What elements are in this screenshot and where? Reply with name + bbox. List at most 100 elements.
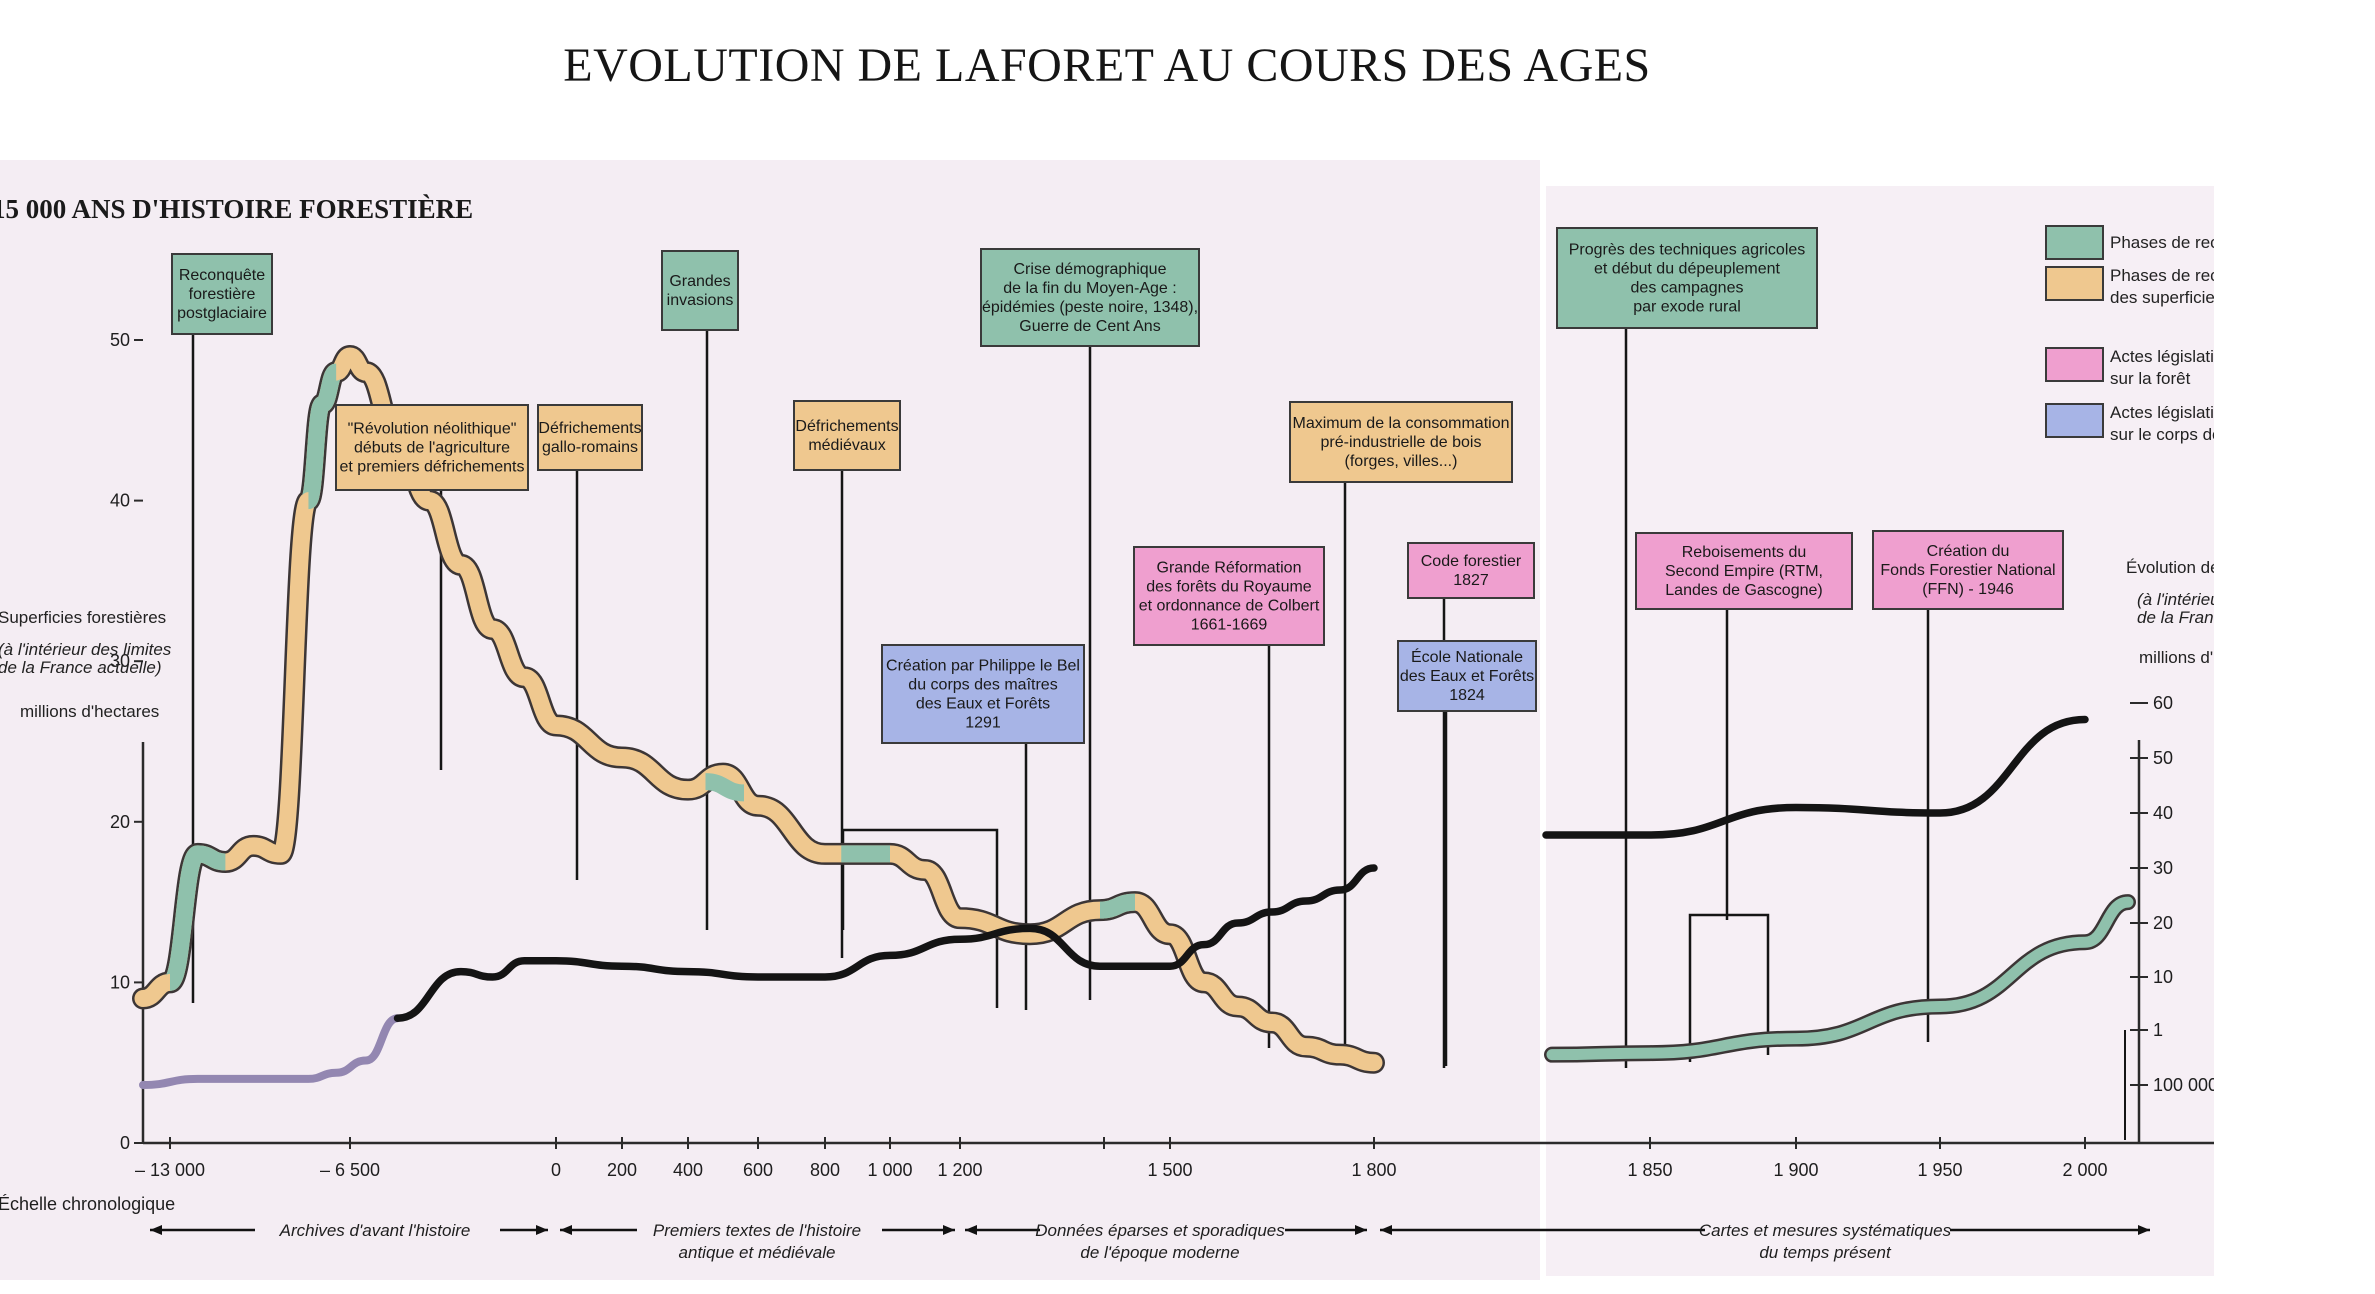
event-label: Création du <box>1927 543 2010 560</box>
event-box-1: Reconquête forestière postglaciaire <box>171 253 273 335</box>
left-axis-ticks: 0 10 20 30 40 50 <box>110 330 143 1153</box>
event-box-8: Grande Réformation des forêts du Royaume e… <box>1133 546 1325 646</box>
left-axis-tick-label: 40 <box>110 491 130 511</box>
right-axis-tick-label: 100 000 <box>2153 1075 2214 1095</box>
section-title: 15 000 ANS D'HISTOIRE FORESTIÈRE <box>0 194 473 224</box>
event-boxes: Reconquête forestière postglaciaire "Révolu… <box>171 227 2064 744</box>
forest-area-band-reconquete <box>164 845 226 991</box>
event-label: Second Empire (RTM, <box>1665 563 1823 580</box>
event-box-3: Défrichements gallo-romains <box>537 404 643 471</box>
event-box-background <box>1556 227 1818 329</box>
event-label: Crise démographique <box>1014 261 1167 278</box>
era-label: Cartes et mesures systématiques <box>1699 1221 1952 1240</box>
legend-swatch-pink <box>2045 347 2104 382</box>
era-label: du temps présent <box>1759 1243 1892 1262</box>
event-label: Guerre de Cent Ans <box>1019 318 1160 335</box>
x-axis-tick-label: – 13 000 <box>135 1160 205 1180</box>
x-axis-caption: Échelle chronologique <box>0 1194 175 1214</box>
era-label: Archives d'avant l'histoire <box>279 1221 471 1240</box>
right-axis-caption-line: (à l'intérieur des limites <box>2137 590 2214 609</box>
event-box-9: Maximum de la consommation pré-industriel… <box>1289 401 1513 483</box>
event-box-background <box>661 250 739 331</box>
event-label: du corps des maîtres <box>908 677 1057 694</box>
event-label: (forges, villes...) <box>1345 453 1458 470</box>
left-axis-caption-line: Superficies forestières <box>0 608 166 627</box>
legend-label: sur la forêt <box>2110 369 2191 388</box>
era-label: Données éparses et sporadiques <box>1035 1221 1285 1240</box>
event-box-6: Création par Philippe le Bel du corps des… <box>881 644 1085 744</box>
era-label: Premiers textes de l'histoire <box>653 1221 861 1240</box>
page-title: EVOLUTION DE LAFORET AU COURS DES AGES <box>563 39 1651 92</box>
era-arrow-head <box>1380 1225 1392 1235</box>
era-annotations: Archives d'avant l'histoire Premiers text… <box>150 1221 2150 1262</box>
event-box-background <box>1407 542 1535 599</box>
left-axis-tick-label: 20 <box>110 812 130 832</box>
era-label: antique et médiévale <box>679 1243 836 1262</box>
event-box-background <box>1289 401 1513 483</box>
x-axis-tick-label: 1 200 <box>937 1160 982 1180</box>
event-label: Code forestier <box>1421 553 1522 570</box>
event-box-background <box>335 404 529 491</box>
event-label: de la fin du Moyen-Age : <box>1003 280 1176 297</box>
x-axis-tick-label: 1 900 <box>1773 1160 1818 1180</box>
event-label: Reconquête <box>179 267 265 284</box>
event-label: Progrès des techniques agricoles <box>1569 242 1806 259</box>
event-box-background <box>881 644 1085 744</box>
left-axis-caption-line: (à l'intérieur des limites <box>0 640 172 659</box>
x-axis-tick-label: 0 <box>551 1160 561 1180</box>
population-line-modern <box>1542 715 2089 839</box>
x-axis-tick-label: 600 <box>743 1160 773 1180</box>
x-axis-tick-label: 1 950 <box>1917 1160 1962 1180</box>
era-label: de l'époque moderne <box>1080 1243 1239 1262</box>
event-box-background <box>171 253 273 335</box>
legend-label: Actes législatifs portant <box>2110 403 2214 422</box>
event-box-background <box>793 400 901 471</box>
event-label: Grandes <box>669 273 730 290</box>
x-axis-tick-label: 800 <box>810 1160 840 1180</box>
right-axis-tick-label: 60 <box>2153 693 2173 713</box>
era-arrow-head <box>536 1225 548 1235</box>
forest-area-band-recul <box>134 347 1383 1072</box>
event-label: Grande Réformation <box>1157 560 1302 577</box>
legend-label: sur le corps des forestiers <box>2110 425 2214 444</box>
event-box-4: Grandes invasions <box>661 250 739 331</box>
right-axis-tick-label: 20 <box>2153 913 2173 933</box>
event-label: 1661-1669 <box>1191 617 1268 634</box>
event-label: Landes de Gascogne) <box>1665 582 1822 599</box>
right-axis-tick-label: 40 <box>2153 803 2173 823</box>
population-series <box>139 715 2089 1089</box>
x-axis-tick-label: 400 <box>673 1160 703 1180</box>
event-box-background <box>537 404 643 471</box>
forest-area-band-reconquete <box>299 363 342 510</box>
event-label: pré-industrielle de bois <box>1321 434 1482 451</box>
event-label: Défrichements <box>795 418 898 435</box>
event-label: des Eaux et Forêts <box>1400 668 1534 685</box>
event-box-background <box>980 248 1200 347</box>
left-axis-tick-label: 50 <box>110 330 130 350</box>
event-box-14: Création du Fonds Forestier National (FFN)… <box>1872 530 2064 610</box>
population-line-historic <box>393 864 1378 1022</box>
era-arrow-head <box>965 1225 977 1235</box>
era-arrow-head <box>150 1225 162 1235</box>
event-label: épidémies (peste noire, 1348), <box>982 299 1198 316</box>
event-label: gallo-romains <box>542 439 638 456</box>
x-axis-tick-label: 200 <box>607 1160 637 1180</box>
event-label: postglaciaire <box>177 305 267 322</box>
forest-area-band-modern <box>1546 896 2134 1061</box>
event-label: débuts de l'agriculture <box>354 440 510 457</box>
event-label: 1824 <box>1449 687 1485 704</box>
bracket-second-empire <box>1688 913 1770 1062</box>
right-axis-tick-label: 30 <box>2153 858 2173 878</box>
event-box-11: École Nationale des Eaux et Forêts 1824 <box>1397 640 1537 712</box>
event-label: (FFN) - 1946 <box>1922 581 2014 598</box>
event-box-12: Progrès des techniques agricoles et début… <box>1556 227 1818 329</box>
event-label: Création par Philippe le Bel <box>886 658 1080 675</box>
left-axis-caption-line: de la France actuelle) <box>0 658 161 677</box>
x-axis-tick-label: 1 800 <box>1351 1160 1396 1180</box>
event-box-2: "Révolution néolithique" débuts de l'agri… <box>335 404 529 491</box>
left-axis-caption: Superficies forestières (à l'intérieur d… <box>0 608 172 721</box>
population-line-prehistoric <box>139 1014 402 1089</box>
event-box-13: Reboisements du Second Empire (RTM, Landes… <box>1635 532 1853 610</box>
x-axis-tick-label: 1 500 <box>1147 1160 1192 1180</box>
event-label: et début du dépeuplement <box>1594 261 1780 278</box>
